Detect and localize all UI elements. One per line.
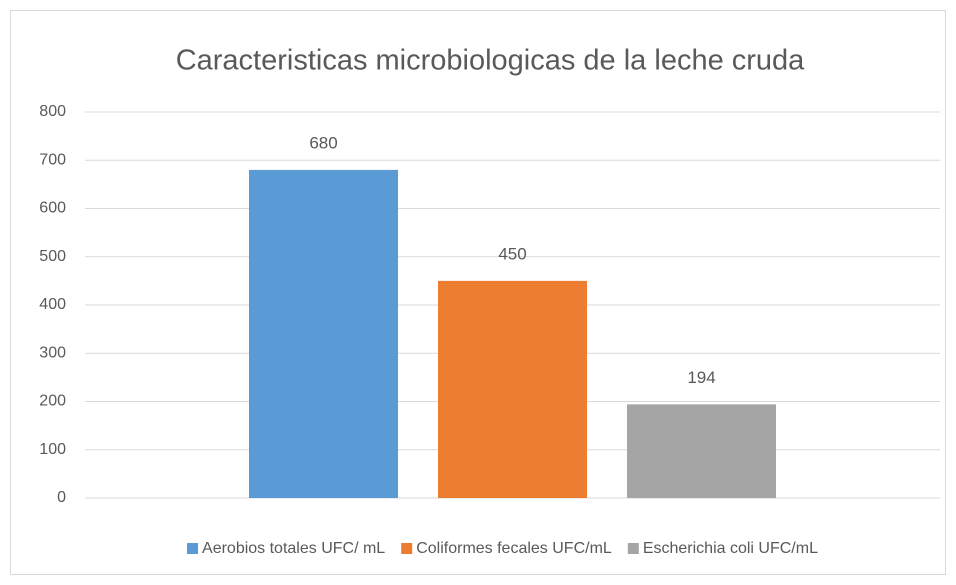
- legend-label: Aerobios totales UFC/ mL: [202, 540, 385, 557]
- data-label: 450: [498, 244, 526, 263]
- legend-swatch: [627, 543, 639, 554]
- bar: [627, 404, 776, 498]
- bar: [249, 169, 398, 498]
- y-tick-label: 100: [39, 441, 66, 458]
- data-label: 680: [309, 133, 337, 152]
- y-tick-label: 300: [39, 344, 66, 361]
- y-tick-label: 800: [39, 103, 66, 120]
- y-tick-label: 600: [39, 200, 66, 217]
- chart-title: Caracteristicas microbiologicas de la le…: [176, 45, 805, 77]
- legend-label: Escherichia coli UFC/mL: [643, 540, 818, 557]
- y-tick-label: 200: [39, 393, 66, 410]
- legend-swatch: [187, 543, 199, 554]
- y-tick-label: 700: [39, 151, 66, 168]
- data-label: 194: [687, 368, 715, 387]
- y-tick-label: 500: [39, 248, 66, 265]
- legend-label: Coliformes fecales UFC/mL: [416, 540, 612, 557]
- legend-swatch: [401, 543, 413, 554]
- bar: [438, 280, 587, 498]
- y-tick-label: 400: [39, 296, 66, 313]
- y-tick-label: 0: [57, 489, 66, 506]
